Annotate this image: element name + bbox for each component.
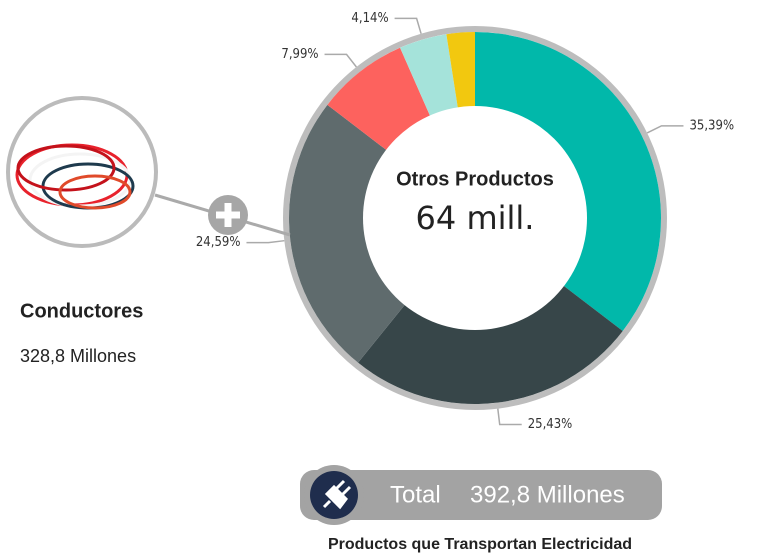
panel-subtitle: 328,8 Millones [20, 346, 136, 366]
product-image [6, 96, 158, 248]
footer: Productos que Transportan Electricidad [328, 536, 632, 553]
leader-line [646, 125, 684, 134]
data-label: 24,59% [196, 235, 241, 250]
panel-title: Conductores [20, 300, 143, 322]
plus-icon [216, 203, 240, 227]
data-label: 25,43% [528, 417, 573, 432]
data-label: 35,39% [689, 118, 734, 133]
total-badge [300, 470, 662, 520]
donut-hole [363, 106, 587, 330]
leader-line [497, 408, 522, 426]
donut-ring [283, 26, 667, 410]
data-label: 4,14% [351, 11, 388, 26]
leader-line [394, 17, 422, 34]
wire-icon [15, 143, 135, 210]
data-label: 7,99% [281, 47, 318, 62]
center-value: 64 mill. [416, 199, 535, 237]
center-title: Otros Productos [396, 168, 554, 190]
total-value: 392,8 Millones [470, 481, 625, 508]
total-label: Total [390, 481, 441, 508]
plug-icon [322, 479, 352, 510]
leader-line [246, 239, 285, 244]
leader-line [324, 53, 358, 68]
